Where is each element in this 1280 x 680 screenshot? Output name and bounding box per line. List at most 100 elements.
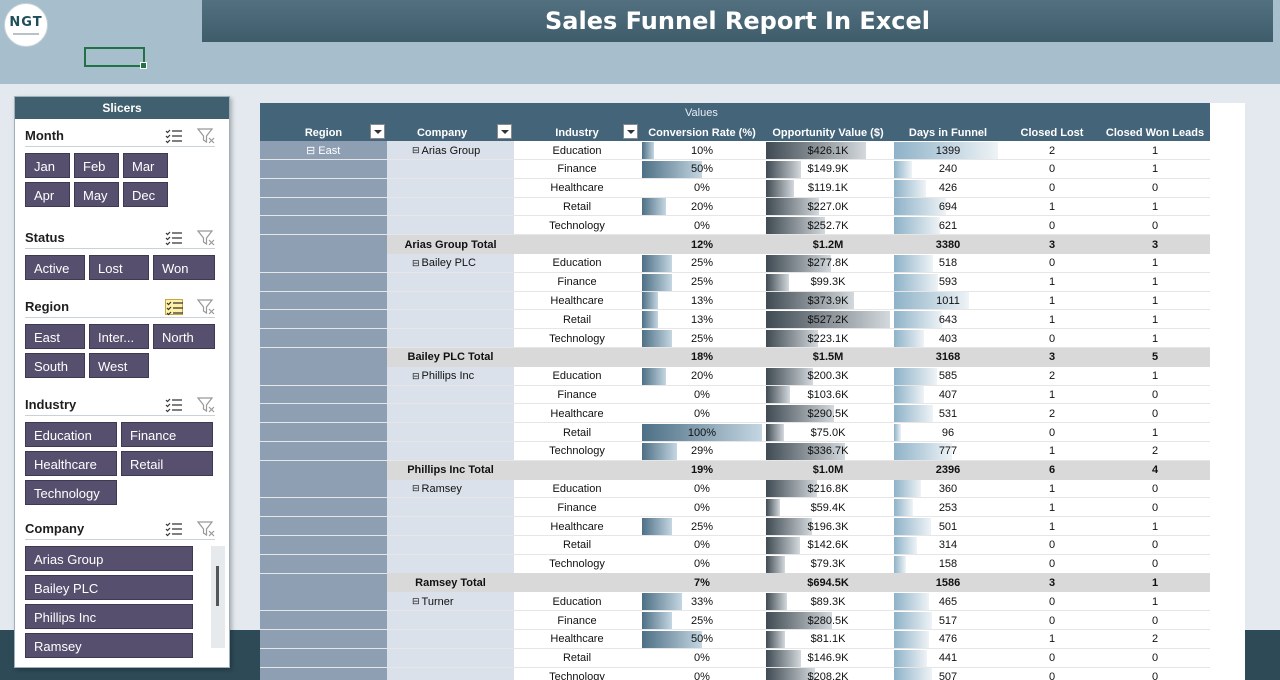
pivot-row[interactable]: Healthcare 13% $373.9K 1011 1 1 bbox=[260, 291, 1210, 311]
pivot-row[interactable]: Retail 100% $75.0K 96 0 1 bbox=[260, 423, 1210, 442]
company-label[interactable]: Bailey PLC bbox=[412, 254, 476, 273]
opportunity-value: $336.7K bbox=[807, 445, 849, 458]
industry-cell: Education bbox=[552, 370, 602, 383]
region-chip-north[interactable]: North bbox=[153, 324, 215, 349]
total-closed-lost: 6 bbox=[1048, 464, 1056, 477]
region-chip-east[interactable]: East bbox=[25, 324, 85, 349]
closed-lost-cell: 0 bbox=[1048, 595, 1056, 608]
pivot-row[interactable]: Retail 0% $142.6K 314 0 0 bbox=[260, 536, 1210, 555]
pivot-row[interactable]: Technology 25% $223.1K 403 0 1 bbox=[260, 329, 1210, 348]
conversion-databar bbox=[642, 330, 672, 347]
total-conversion: 7% bbox=[694, 576, 710, 589]
multi-select-icon[interactable] bbox=[165, 521, 183, 537]
company-chip-arias-group[interactable]: Arias Group bbox=[25, 546, 193, 571]
selected-cell[interactable] bbox=[84, 47, 147, 69]
opportunity-databar bbox=[766, 179, 794, 197]
industry-chip-technology[interactable]: Technology bbox=[25, 480, 117, 505]
pivot-row[interactable]: Technology 0% $208.2K 507 0 0 bbox=[260, 667, 1210, 680]
region-chip-international[interactable]: Inter... bbox=[89, 324, 149, 349]
company-label[interactable]: Ramsey bbox=[412, 479, 462, 498]
industry-chip-education[interactable]: Education bbox=[25, 422, 117, 447]
company-filter-button[interactable] bbox=[497, 124, 512, 139]
conversion-databar bbox=[642, 442, 677, 460]
scrollbar-thumb[interactable] bbox=[216, 566, 219, 606]
clear-filter-icon[interactable] bbox=[196, 298, 215, 315]
pivot-row[interactable]: Technology 0% $79.3K 158 0 0 bbox=[260, 555, 1210, 574]
pivot-row[interactable]: Finance 0% $103.6K 407 1 0 bbox=[260, 385, 1210, 405]
month-chip-jan[interactable]: Jan bbox=[25, 153, 70, 178]
month-chip-apr[interactable]: Apr bbox=[25, 182, 70, 207]
pivot-row[interactable]: Ramsey Education 0% $216.8K 360 1 0 bbox=[260, 479, 1210, 499]
opportunity-value: $81.1K bbox=[810, 633, 846, 646]
company-slicer-scrollbar[interactable] bbox=[211, 546, 225, 648]
company-chip-ramsey[interactable]: Ramsey bbox=[25, 633, 193, 658]
opportunity-value: $146.9K bbox=[807, 652, 849, 665]
pivot-row[interactable]: Phillips Inc Education 20% $200.3K 585 2 1 bbox=[260, 367, 1210, 386]
region-chip-west[interactable]: West bbox=[89, 353, 149, 378]
conversion-databar bbox=[642, 273, 672, 291]
report-title: Sales Funnel Report In Excel bbox=[202, 0, 1273, 42]
multi-select-icon[interactable] bbox=[165, 128, 183, 144]
company-chip-bailey-plc[interactable]: Bailey PLC bbox=[25, 575, 193, 600]
industry-chip-finance[interactable]: Finance bbox=[121, 422, 213, 447]
month-chip-feb[interactable]: Feb bbox=[74, 153, 119, 178]
company-label[interactable]: Turner bbox=[412, 592, 454, 611]
days-cell: 593 bbox=[894, 273, 1002, 292]
multi-select-icon[interactable] bbox=[165, 397, 183, 413]
opportunity-databar bbox=[766, 555, 785, 573]
pivot-total-row[interactable]: Arias Group Total 12% $1.2M 3380 3 3 bbox=[387, 235, 1210, 254]
month-chip-mar[interactable]: Mar bbox=[123, 153, 168, 178]
conversion-cell: 0% bbox=[642, 216, 762, 235]
days-cell: 585 bbox=[894, 367, 1002, 386]
company-label[interactable]: Phillips Inc bbox=[412, 367, 475, 386]
pivot-total-row[interactable]: Bailey PLC Total 18% $1.5M 3168 3 5 bbox=[387, 347, 1210, 367]
days-databar bbox=[894, 612, 933, 629]
month-chip-may[interactable]: May bbox=[74, 182, 119, 207]
industry-chip-retail[interactable]: Retail bbox=[121, 451, 213, 476]
status-chip-won[interactable]: Won bbox=[153, 255, 215, 280]
pivot-row[interactable]: Healthcare 50% $81.1K 476 1 2 bbox=[260, 630, 1210, 649]
pivot-row[interactable]: Bailey PLC Education 25% $277.8K 518 0 1 bbox=[260, 254, 1210, 273]
pivot-total-row[interactable]: Ramsey Total 7% $694.5K 1586 3 1 bbox=[387, 573, 1210, 593]
pivot-row[interactable]: Finance 25% $99.3K 593 1 1 bbox=[260, 273, 1210, 292]
pivot-row[interactable]: Retail 0% $146.9K 441 0 0 bbox=[260, 649, 1210, 668]
pivot-row[interactable]: Finance 25% $280.5K 517 0 0 bbox=[260, 611, 1210, 630]
pivot-row[interactable]: Technology 29% $336.7K 777 1 2 bbox=[260, 442, 1210, 461]
multi-select-icon[interactable] bbox=[165, 298, 183, 315]
pivot-row[interactable]: Retail 20% $227.0K 694 1 1 bbox=[260, 197, 1210, 217]
pivot-row[interactable]: Finance 0% $59.4K 253 1 0 bbox=[260, 498, 1210, 518]
days-cell: 158 bbox=[894, 555, 1002, 574]
pivot-row[interactable]: Retail 13% $527.2K 643 1 1 bbox=[260, 310, 1210, 330]
clear-filter-icon[interactable] bbox=[196, 127, 215, 144]
opportunity-databar bbox=[766, 367, 814, 385]
clear-filter-icon[interactable] bbox=[196, 396, 215, 413]
total-conversion: 12% bbox=[690, 238, 714, 251]
region-chip-south[interactable]: South bbox=[25, 353, 85, 378]
opportunity-value: $216.8K bbox=[807, 482, 849, 495]
pivot-row[interactable]: Healthcare 0% $290.5K 531 2 0 bbox=[260, 404, 1210, 424]
industry-filter-button[interactable] bbox=[623, 124, 638, 139]
month-slicer-title: Month bbox=[25, 128, 64, 143]
pivot-row[interactable]: Healthcare 25% $196.3K 501 1 1 bbox=[260, 517, 1210, 536]
pivot-row[interactable]: Technology 0% $252.7K 621 0 0 bbox=[260, 216, 1210, 236]
pivot-total-row[interactable]: Phillips Inc Total 19% $1.0M 2396 6 4 bbox=[387, 460, 1210, 480]
pivot-row[interactable]: Finance 50% $149.9K 240 0 1 bbox=[260, 160, 1210, 179]
status-chip-active[interactable]: Active bbox=[25, 255, 85, 280]
pivot-row[interactable]: Arias Group Education 10% $426.1K 1399 2 1 bbox=[260, 141, 1210, 160]
total-days: 1586 bbox=[935, 576, 961, 589]
month-chip-dec[interactable]: Dec bbox=[123, 182, 168, 207]
days-cell: 407 bbox=[894, 385, 1002, 404]
clear-filter-icon[interactable] bbox=[196, 229, 215, 246]
slicers-panel: Slicers Month Jan Feb Mar Apr May Dec St… bbox=[14, 96, 230, 668]
pivot-table: Values Region Company Industry Conversio… bbox=[260, 103, 1245, 680]
status-chip-lost[interactable]: Lost bbox=[89, 255, 149, 280]
region-filter-button[interactable] bbox=[370, 124, 385, 139]
pivot-row[interactable]: Turner Education 33% $89.3K 465 0 1 bbox=[260, 592, 1210, 612]
company-label[interactable]: Arias Group bbox=[412, 141, 481, 160]
multi-select-icon[interactable] bbox=[165, 230, 183, 246]
industry-chip-healthcare[interactable]: Healthcare bbox=[25, 451, 117, 476]
company-chip-phillips-inc[interactable]: Phillips Inc bbox=[25, 604, 193, 629]
industry-cell: Education bbox=[552, 144, 602, 157]
pivot-row[interactable]: Healthcare 0% $119.1K 426 0 0 bbox=[260, 179, 1210, 198]
clear-filter-icon[interactable] bbox=[196, 520, 215, 537]
